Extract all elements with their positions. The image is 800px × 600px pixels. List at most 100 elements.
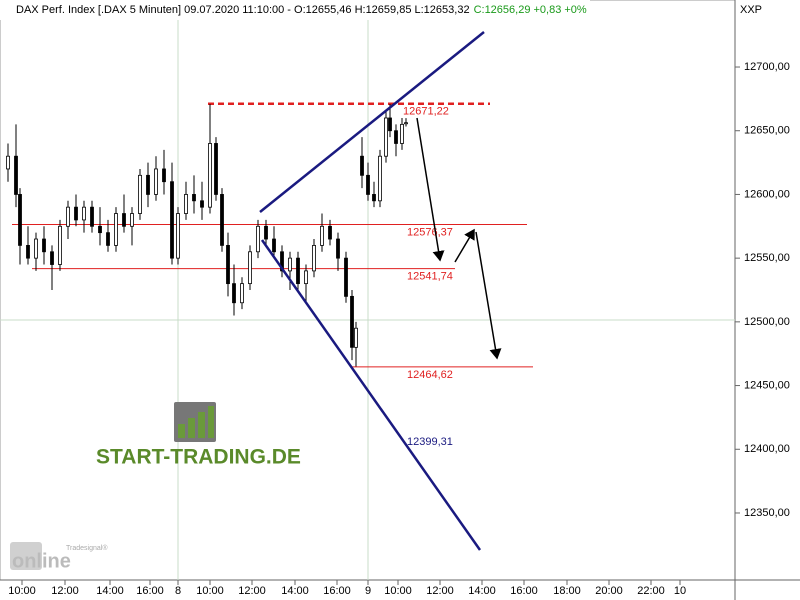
y-tick-label: 12450,00 xyxy=(744,379,790,391)
x-tick-label: 16:00 xyxy=(136,585,164,597)
candle-body xyxy=(328,225,332,240)
candle-body xyxy=(192,194,196,202)
candle-body xyxy=(372,194,376,202)
x-tick-label: 14:00 xyxy=(96,585,124,597)
candle-body xyxy=(304,270,308,285)
arrow xyxy=(475,231,502,360)
y-tick-label: 12500,00 xyxy=(744,316,790,328)
x-tick-label: 12:00 xyxy=(51,585,79,597)
candle-body xyxy=(288,257,292,272)
logo-small: Tradesignal® xyxy=(66,544,108,552)
candle-body xyxy=(26,245,30,259)
candle-body xyxy=(312,245,316,272)
candle-body xyxy=(138,174,142,214)
candle-body xyxy=(354,327,358,348)
candle-body xyxy=(240,283,244,304)
y-tick-label: 12600,00 xyxy=(744,188,790,200)
x-tick-label: 10:00 xyxy=(384,585,412,597)
x-tick-label: 14:00 xyxy=(468,585,496,597)
x-tick-label: 22:00 xyxy=(637,585,665,597)
candle-body xyxy=(90,206,94,227)
arrow xyxy=(454,228,475,263)
candle-body xyxy=(184,194,188,214)
y-tick-label: 12700,00 xyxy=(744,61,790,73)
candle-body xyxy=(14,155,18,195)
trend-line xyxy=(259,31,485,213)
candle-body xyxy=(378,155,382,202)
x-tick-label: 10 xyxy=(674,585,686,597)
level-label: 12399,31 xyxy=(407,436,453,448)
levels: 12671,22 12576,37 12541,74 12464,62 12399,31 xyxy=(12,102,533,448)
candle-body xyxy=(394,130,398,144)
candle-body xyxy=(350,295,354,348)
candle-body xyxy=(82,206,86,221)
candle-body xyxy=(146,174,150,195)
candle-body xyxy=(232,283,236,304)
candle-body xyxy=(264,225,268,240)
candle-body xyxy=(42,238,46,253)
candle-body xyxy=(98,225,102,234)
x-tick-label: 12:00 xyxy=(426,585,454,597)
logo-large: online xyxy=(12,550,71,572)
y-tick-label: 12650,00 xyxy=(744,125,790,137)
candle-body xyxy=(176,213,180,259)
level-label: 12464,62 xyxy=(407,369,453,381)
level-label: 12576,37 xyxy=(407,226,453,238)
level-label: 12671,22 xyxy=(403,106,449,118)
candle-body xyxy=(388,117,392,132)
candle-body xyxy=(208,143,212,208)
x-tick-label: 8 xyxy=(175,585,181,597)
candle-body xyxy=(162,168,166,183)
x-tick-label: 9 xyxy=(365,585,371,597)
y-tick-label: 12400,00 xyxy=(744,443,790,455)
x-tick-label: 12:00 xyxy=(238,585,266,597)
trend-line xyxy=(260,239,482,551)
candle-body xyxy=(18,194,22,246)
x-tick-label: 10:00 xyxy=(8,585,36,597)
candle-body xyxy=(154,168,158,195)
watermark: START-TRADING.DE xyxy=(96,446,301,469)
candle-body xyxy=(400,123,404,144)
candle-body xyxy=(66,206,70,227)
candle-body xyxy=(220,194,224,246)
candle-body xyxy=(200,200,204,208)
candle-body xyxy=(336,238,340,259)
candle-body xyxy=(106,232,110,246)
y-tick-label: 12550,00 xyxy=(744,252,790,264)
candle-body xyxy=(272,238,276,253)
candle-body xyxy=(226,245,230,285)
candle-body xyxy=(74,206,78,221)
watermark-logo xyxy=(174,402,216,442)
arrow xyxy=(416,117,445,262)
chart-title: DAX Perf. Index [.DAX 5 Minuten] 09.07.2… xyxy=(16,4,470,16)
candles xyxy=(6,103,408,367)
x-tick-label: 14:00 xyxy=(281,585,309,597)
candle-body xyxy=(344,257,348,297)
candle-body xyxy=(6,155,10,170)
level-label: 12541,74 xyxy=(407,271,453,283)
x-tick-label: 16:00 xyxy=(323,585,351,597)
header-bg xyxy=(0,0,590,20)
candle-body xyxy=(122,213,126,227)
candle-body xyxy=(280,251,284,272)
candle-body xyxy=(366,174,370,195)
candle-body xyxy=(130,213,134,227)
symbol-label: XXP xyxy=(740,4,762,16)
candle-body xyxy=(170,181,174,259)
candle-body xyxy=(256,225,260,253)
x-tick-label: 10:00 xyxy=(196,585,224,597)
candle-body xyxy=(248,251,252,285)
candle-body xyxy=(384,117,388,157)
x-tick-label: 18:00 xyxy=(553,585,581,597)
x-tick-label: 16:00 xyxy=(510,585,538,597)
candle-body xyxy=(50,251,54,265)
y-tick-label: 12350,00 xyxy=(744,507,790,519)
logo-box xyxy=(10,542,42,570)
candle-body xyxy=(404,122,408,125)
candle-body xyxy=(114,213,118,246)
quote-change: C:12656,29 +0,83 +0% xyxy=(474,4,587,16)
candle-body xyxy=(360,155,364,176)
candle-body xyxy=(296,257,300,285)
candle-body xyxy=(58,225,62,265)
